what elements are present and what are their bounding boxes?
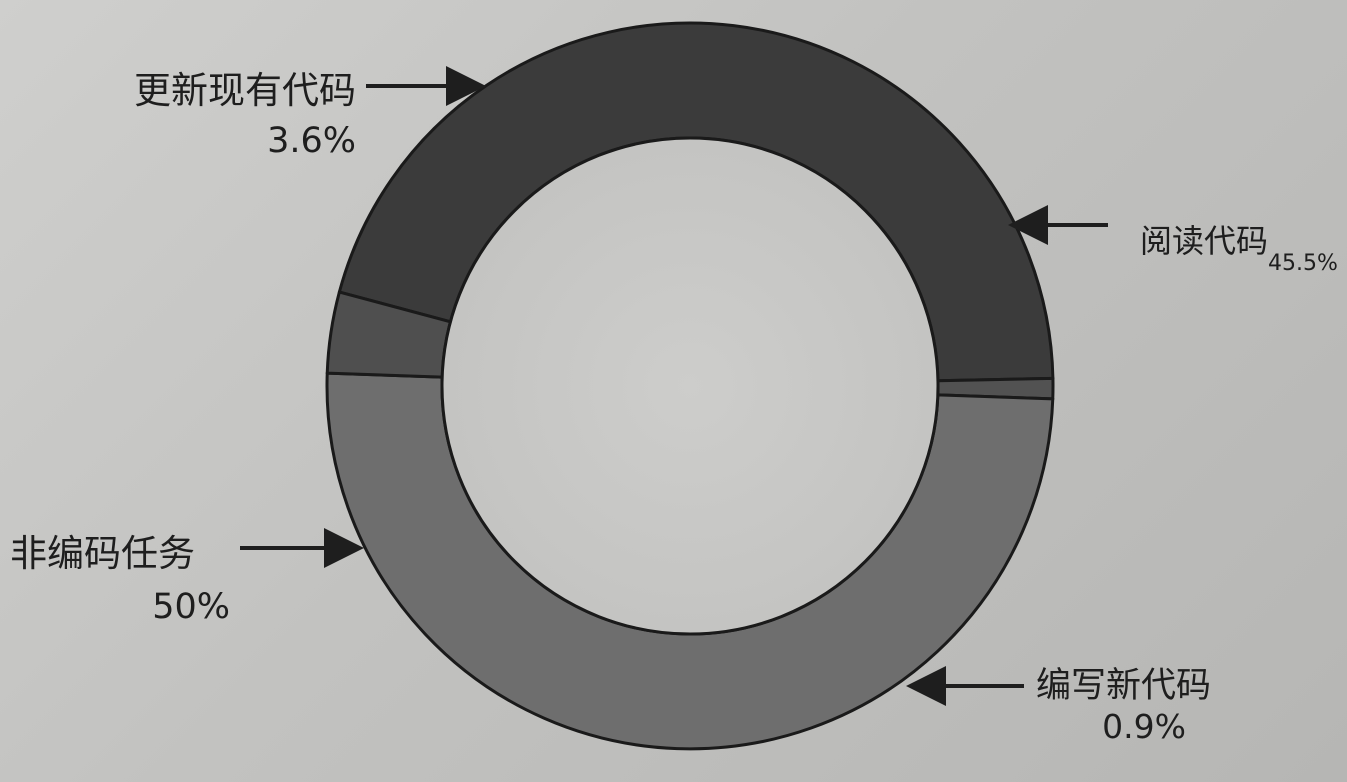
slice-label-group-reading: 阅读代码 45.5% [1008, 205, 1338, 276]
slice-label-group-update-existing: 更新现有代码 3.6% [134, 66, 486, 161]
slice-label-reading: 阅读代码 [1140, 222, 1268, 260]
donut-hole [440, 136, 940, 636]
donut-slices [325, 21, 1055, 751]
slice-percent-update-existing: 3.6% [267, 121, 356, 161]
slice-label-group-writing-new: 编写新代码 0.9% [906, 666, 1211, 746]
slice-label-update-existing: 更新现有代码 [134, 69, 356, 112]
slice-percent-reading: 45.5% [1268, 251, 1338, 276]
slice-label-non-coding: 非编码任务 [10, 532, 195, 575]
slice-label-group-non-coding: 非编码任务 50% [10, 528, 364, 627]
slice-percent-non-coding: 50% [152, 587, 230, 627]
slice-percent-writing-new: 0.9% [1102, 707, 1186, 746]
slice-label-writing-new: 编写新代码 [1036, 666, 1211, 706]
